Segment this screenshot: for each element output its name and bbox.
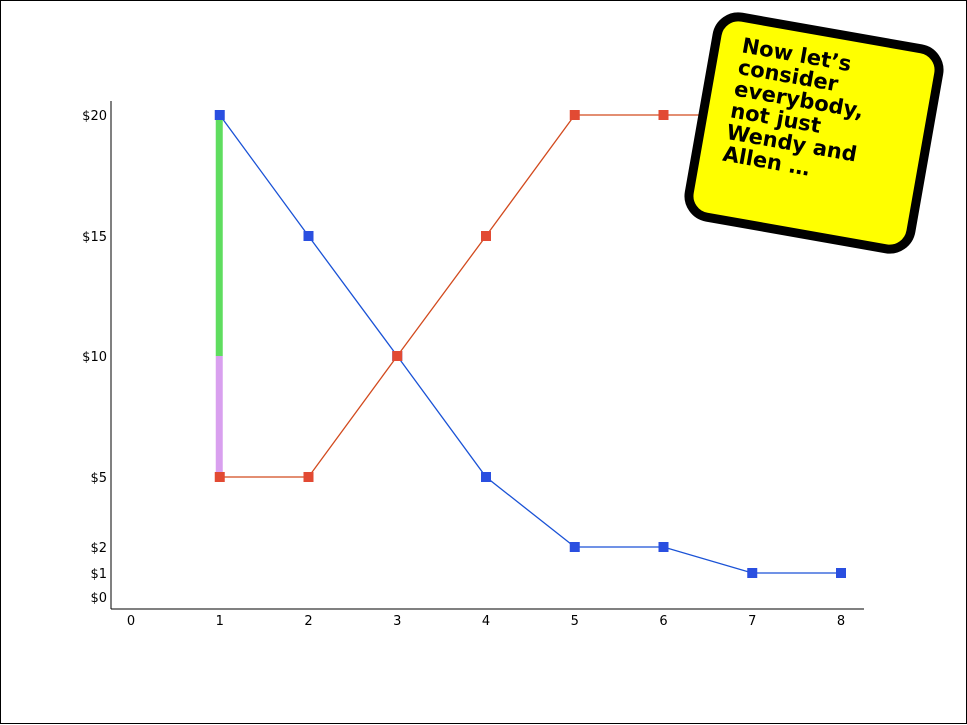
x-tick-label: 6 [659,614,667,629]
series-points [214,110,846,578]
x-tick-label: 3 [393,614,401,629]
data-point [569,110,580,120]
data-point [747,568,758,578]
x-tick-label: 8 [837,614,845,629]
data-point [214,472,225,482]
data-point [303,231,314,241]
series-line [219,114,753,478]
y-tick-labels: $0 $1 $2 $5 $10 $15 $20 [82,109,107,606]
x-tick-label: 2 [304,614,312,629]
x-tick-label: 7 [748,614,756,629]
data-point [658,110,669,120]
data-point [214,110,225,120]
x-tick-label: 5 [571,614,579,629]
data-point [303,472,314,482]
chart-axes [110,101,864,610]
series-line [219,114,841,574]
y-tick-label: $10 [82,350,107,365]
callout-text: Now let’s consider everybody, not just W… [720,33,866,181]
y-tick-label: $1 [90,567,107,582]
y-tick-label: $2 [90,541,107,556]
x-tick-label: 0 [127,614,135,629]
data-point [658,542,669,552]
data-point [481,231,491,241]
y-tick-label: $0 [90,591,107,606]
data-point [481,472,491,482]
highlight-bar [215,115,223,356]
x-tick-labels: 0 1 2 3 4 5 6 7 8 [127,614,845,629]
x-tick-label: 1 [216,614,224,629]
callout-bubble: Now let’s consider everybody, not just W… [680,8,948,258]
data-point [569,542,580,552]
y-tick-label: $5 [90,471,107,486]
highlight-bar [215,356,223,477]
data-point [836,568,846,578]
highlight-bars [215,115,223,477]
y-tick-label: $15 [82,230,107,245]
y-tick-label: $20 [82,109,107,124]
data-point [392,351,403,361]
x-tick-label: 4 [482,614,490,629]
